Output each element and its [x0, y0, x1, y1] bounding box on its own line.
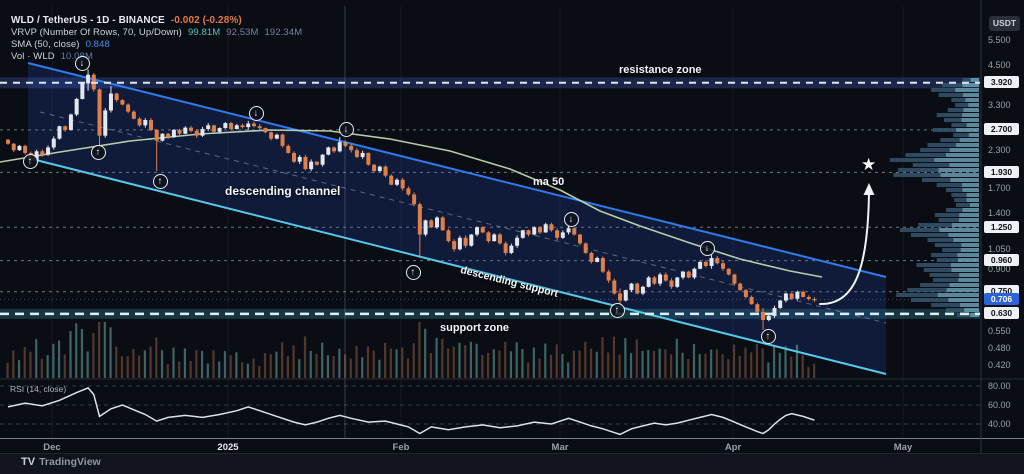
vrvp-value-3: 192.34M: [264, 27, 303, 38]
price-axis-tick: 5.500: [988, 35, 1011, 45]
price-axis-tick: 0.550: [988, 326, 1011, 336]
level-price-label: 3.920: [984, 76, 1019, 89]
price-axis-tick: 0.900: [988, 263, 1011, 274]
level-price-label: 0.630: [984, 307, 1019, 320]
price-axis-tick: 0.420: [988, 360, 1011, 371]
legend-volume-row[interactable]: Vol · WLD 10.08M: [11, 51, 93, 62]
rsi-indicator-label[interactable]: RSI (14, close): [10, 384, 67, 394]
rsi-axis-tick: 40.00: [988, 419, 1011, 429]
level-price-label: 2.700: [984, 123, 1019, 136]
bottom-strip: [0, 454, 1024, 474]
circled-down-arrow-marker[interactable]: ↓: [74, 55, 90, 71]
ma50-label[interactable]: ma 50: [533, 176, 565, 188]
rsi-axis-tick: 80.00: [988, 381, 1011, 391]
level-price-label: 1.930: [984, 165, 1019, 178]
price-axis-tick: 1.400: [988, 207, 1011, 218]
tradingview-logo-text: TradingView: [39, 456, 101, 468]
tradingview-logo-icon: TV: [21, 456, 36, 468]
currency-toggle-button[interactable]: USDT: [989, 16, 1020, 31]
price-axis-tick: 1.700: [988, 183, 1011, 194]
price-axis-tick: 1.050: [988, 244, 1011, 255]
price-change: -0.002 (-0.28%): [170, 15, 242, 26]
legend-sma-row[interactable]: SMA (50, close) 0.848: [11, 39, 110, 50]
legend-vrvp-row[interactable]: VRVP (Number Of Rows, 70, Up/Down) 99.81M…: [11, 27, 302, 38]
legend-symbol-row[interactable]: WLD / TetherUS - 1D - BINANCE -0.002 (-0.…: [11, 15, 242, 26]
time-axis-label: May: [893, 442, 913, 453]
volume-label[interactable]: Vol · WLD: [11, 51, 55, 62]
time-axis-label: Mar: [551, 442, 569, 453]
circled-up-arrow-marker[interactable]: ↑: [609, 302, 625, 318]
tradingview-watermark[interactable]: TV TradingView: [21, 456, 101, 468]
resistance-zone-label[interactable]: resistance zone: [619, 64, 702, 76]
price-axis-tick: 0.480: [988, 343, 1011, 354]
time-axis-label: Feb: [392, 442, 410, 453]
circled-up-arrow-marker[interactable]: ↑: [22, 153, 38, 169]
vrvp-value-2: 92.53M: [226, 27, 259, 38]
price-axis-tick: 4.500: [988, 60, 1011, 71]
sma-label[interactable]: SMA (50, close): [11, 39, 80, 50]
time-axis-label: Apr: [724, 442, 742, 453]
circled-up-arrow-marker[interactable]: ↑: [152, 173, 168, 189]
star-target-marker[interactable]: ★: [861, 155, 877, 174]
circled-down-arrow-marker[interactable]: ↓: [563, 211, 579, 227]
circled-up-arrow-marker[interactable]: ↑: [405, 264, 421, 280]
circled-down-arrow-marker[interactable]: ↓: [338, 121, 354, 137]
vrvp-value-1: 99.81M: [187, 27, 221, 38]
vrvp-label[interactable]: VRVP (Number Of Rows, 70, Up/Down): [11, 27, 182, 38]
time-axis-label: 2025: [217, 442, 239, 453]
circled-up-arrow-marker[interactable]: ↑: [760, 328, 776, 344]
support-zone-label[interactable]: support zone: [440, 322, 510, 334]
symbol-title[interactable]: WLD / TetherUS - 1D - BINANCE: [11, 15, 165, 26]
circled-down-arrow-marker[interactable]: ↓: [248, 105, 264, 121]
last-price-label: 0.706: [984, 292, 1019, 305]
time-axis-label: Dec: [43, 442, 61, 453]
sma-value: 0.848: [85, 39, 110, 50]
circled-up-arrow-marker[interactable]: ↑: [90, 144, 106, 160]
descending-channel-label[interactable]: descending channel: [225, 184, 341, 198]
circled-down-arrow-marker[interactable]: ↓: [699, 240, 715, 256]
level-price-label: 0.960: [984, 254, 1019, 267]
price-axis-tick: 2.300: [988, 145, 1011, 156]
price-axis-tick: 3.300: [988, 99, 1011, 110]
level-price-label: 1.250: [984, 220, 1019, 233]
volume-value: 10.08M: [60, 51, 93, 62]
rsi-axis-tick: 60.00: [988, 400, 1011, 410]
